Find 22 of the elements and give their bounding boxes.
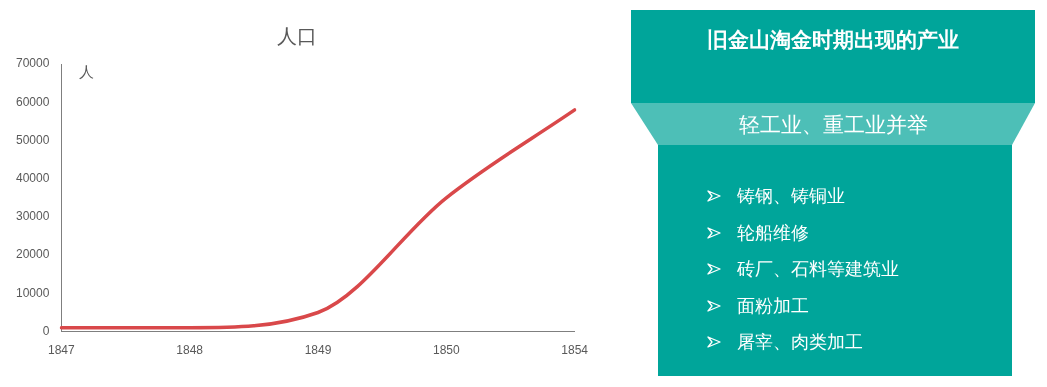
text: 轻工业、重工业并举 xyxy=(737,112,929,139)
y-tick-label: 20000 xyxy=(15,247,50,262)
x-tick-label: 1847 xyxy=(48,343,76,358)
chart-title: 人口 xyxy=(277,24,317,49)
x-tick-label: 1848 xyxy=(176,343,204,358)
text: 屠宰、肉类加工 xyxy=(737,330,863,355)
text: 旧金山淘金时期出现的产业 xyxy=(706,27,960,54)
y-tick-label: 40000 xyxy=(15,171,50,185)
y-tick-label: 60000 xyxy=(15,94,50,109)
text: 面粉加工 xyxy=(737,293,809,318)
y-axis-title: 人 xyxy=(79,63,95,82)
y-tick-label: 50000 xyxy=(15,132,50,147)
x-tick-label: 1849 xyxy=(304,343,332,358)
text: 砖厂、石料等建筑业 xyxy=(737,257,899,282)
y-tick-label: 70000 xyxy=(15,56,50,71)
y-tick-label: 30000 xyxy=(15,209,50,224)
y-tick-label: 0 xyxy=(42,323,50,338)
text: 铸钢、铸铜业 xyxy=(737,184,845,209)
x-tick-label: 1854 xyxy=(561,343,589,358)
y-tick-label: 10000 xyxy=(15,285,50,300)
text: 轮船维修 xyxy=(737,220,809,245)
x-tick-label: 1850 xyxy=(432,343,460,358)
